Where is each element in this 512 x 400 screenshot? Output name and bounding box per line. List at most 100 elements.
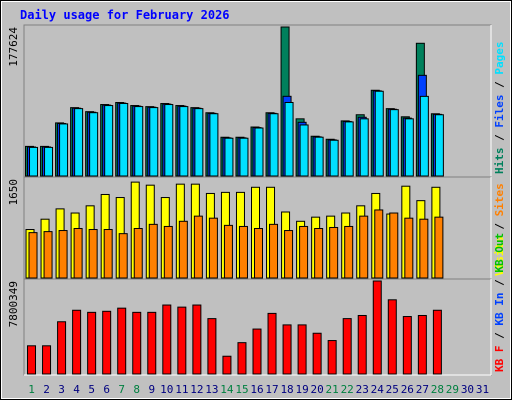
- x-tick-label: 28: [431, 383, 444, 396]
- bar: [434, 216, 444, 279]
- x-tick-label: 21: [326, 383, 339, 396]
- legend-separator: /: [493, 216, 506, 236]
- bar: [148, 223, 158, 279]
- bar: [72, 309, 82, 375]
- bar: [282, 324, 292, 375]
- bar: [387, 299, 397, 375]
- bar: [374, 90, 384, 177]
- bar: [132, 311, 142, 375]
- bar: [209, 113, 219, 177]
- x-tick-label: 15: [235, 383, 248, 396]
- bar: [327, 340, 337, 375]
- bar: [164, 104, 174, 177]
- legend: KB F / KB In / KB Out: [493, 233, 506, 372]
- x-tick-label: 9: [148, 383, 155, 396]
- bar: [104, 105, 114, 177]
- chart-title: Daily usage for February 2026: [20, 8, 230, 22]
- bar: [237, 342, 247, 375]
- legend-item: Hits: [493, 148, 506, 175]
- legend-item: Files: [493, 95, 506, 128]
- bar: [299, 124, 309, 177]
- bar: [223, 224, 233, 279]
- bar: [342, 318, 352, 375]
- bar: [389, 109, 399, 177]
- bar: [404, 217, 414, 279]
- legend-item: Pages: [493, 42, 506, 75]
- bar: [329, 226, 339, 279]
- bar: [419, 95, 429, 177]
- bar: [102, 310, 112, 375]
- legend: Hits / Files / Pages: [493, 42, 506, 175]
- bar: [87, 311, 97, 375]
- x-tick-label: 8: [133, 383, 140, 396]
- bar: [74, 108, 84, 177]
- bar: [27, 345, 37, 375]
- bar: [434, 114, 444, 177]
- bar: [194, 108, 204, 177]
- bar: [254, 127, 264, 177]
- x-tick-label: 31: [476, 383, 489, 396]
- bar: [254, 228, 263, 279]
- x-tick-label: 3: [58, 383, 65, 396]
- x-tick-label: 20: [311, 383, 324, 396]
- legend-item: KB In: [493, 293, 506, 326]
- legend-separator: /: [493, 75, 506, 95]
- legend-item: KB Out: [493, 233, 506, 273]
- bar: [252, 328, 262, 375]
- x-tick-label: 7: [118, 383, 125, 396]
- bar: [42, 345, 52, 375]
- bar: [419, 218, 429, 279]
- y-tick-label: 177624: [7, 27, 20, 67]
- bar: [359, 215, 369, 279]
- bar: [372, 280, 382, 375]
- legend-item: Sites: [493, 183, 506, 216]
- bar: [118, 233, 128, 279]
- bar: [314, 228, 324, 279]
- bar: [269, 113, 279, 177]
- bar: [179, 106, 189, 177]
- legend-separator: /: [493, 273, 506, 293]
- x-tick-label: 17: [265, 383, 278, 396]
- bar: [119, 103, 129, 177]
- x-tick-label: 25: [386, 383, 399, 396]
- bar: [374, 209, 384, 279]
- x-tick-label: 6: [103, 383, 110, 396]
- x-tick-label: 14: [220, 383, 234, 396]
- bar: [222, 355, 232, 375]
- bar: [299, 225, 309, 279]
- x-tick-label: 2: [43, 383, 50, 396]
- bar: [208, 217, 218, 279]
- y-tick-label: 7800349: [7, 281, 20, 327]
- bar: [344, 121, 354, 177]
- bar: [134, 106, 144, 177]
- x-tick-label: 4: [73, 383, 80, 396]
- bar: [207, 318, 217, 375]
- bar: [284, 230, 294, 279]
- bar: [267, 312, 277, 375]
- bar: [329, 139, 339, 177]
- bar: [133, 228, 143, 279]
- x-tick-label: 26: [401, 383, 414, 396]
- bar: [89, 112, 99, 177]
- x-tick-label: 16: [250, 383, 263, 396]
- legend-item: KB F: [493, 346, 506, 373]
- bar: [147, 311, 157, 375]
- x-tick-label: 1: [28, 383, 35, 396]
- bar: [238, 225, 248, 279]
- legend: Visits / Sites: [493, 183, 506, 276]
- bar: [284, 101, 294, 177]
- bar: [432, 309, 442, 375]
- legend-separator: /: [493, 128, 506, 148]
- bar: [239, 137, 249, 177]
- bar: [88, 229, 98, 279]
- bar: [344, 225, 354, 279]
- bar: [149, 107, 159, 177]
- bar: [57, 321, 67, 375]
- x-tick-label: 13: [205, 383, 218, 396]
- bar: [58, 230, 68, 279]
- x-tick-label: 29: [446, 383, 459, 396]
- bar: [43, 231, 53, 279]
- x-tick-label: 19: [295, 383, 308, 396]
- bar: [357, 314, 367, 375]
